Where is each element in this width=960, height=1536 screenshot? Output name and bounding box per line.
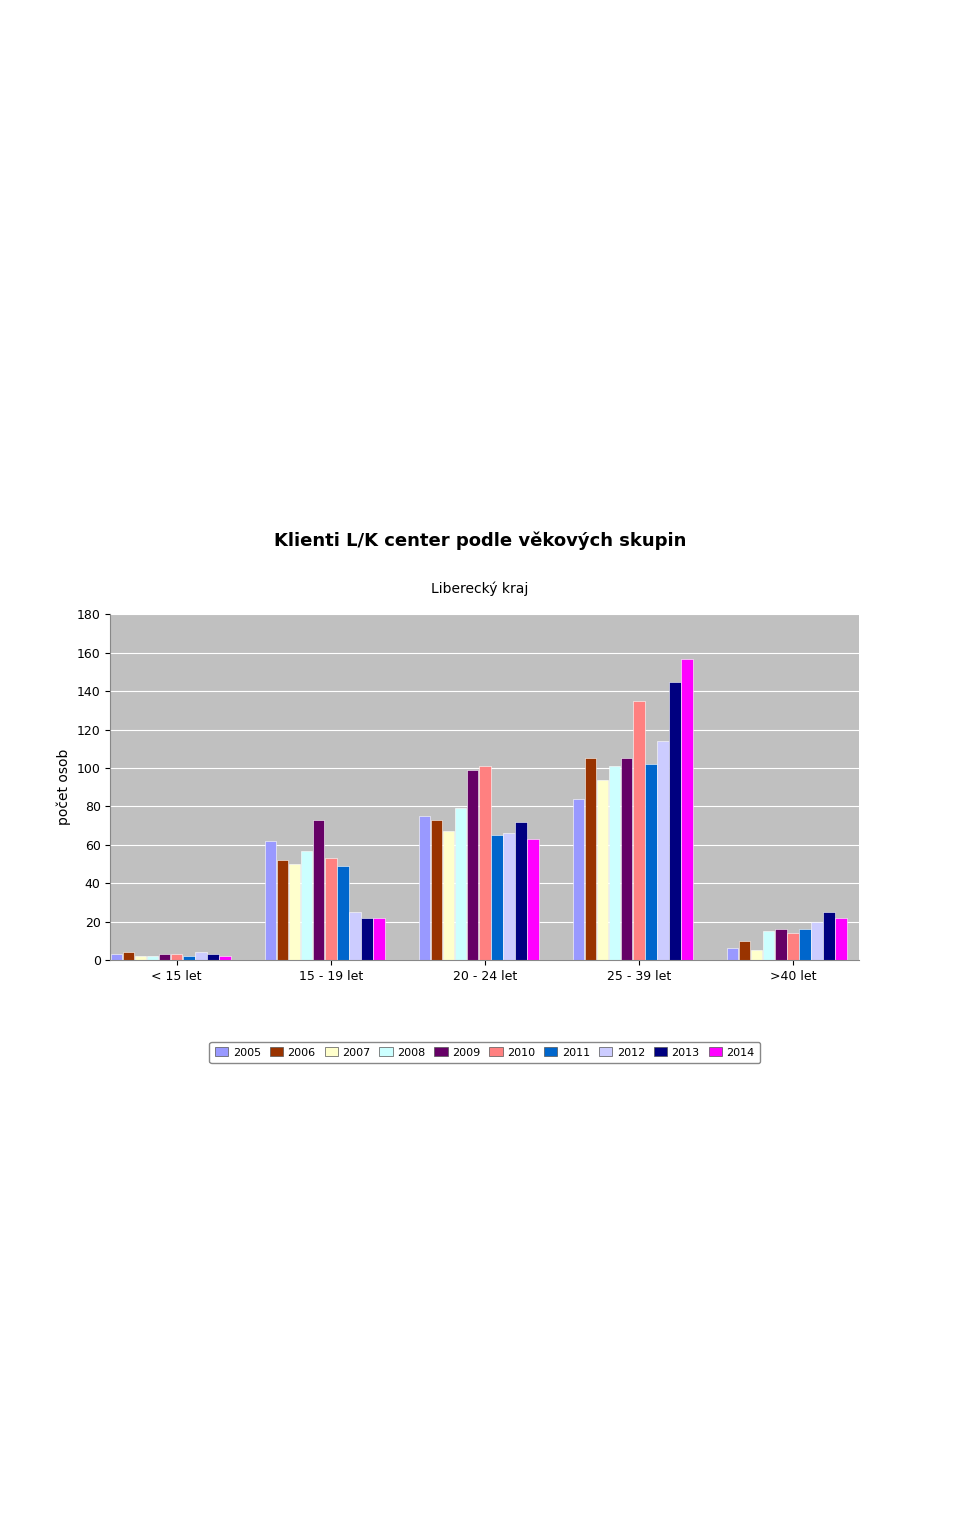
- Bar: [431, 820, 443, 960]
- Bar: [479, 766, 491, 960]
- Legend: 2005, 2006, 2007, 2008, 2009, 2010, 2011, 2012, 2013, 2014: 2005, 2006, 2007, 2008, 2009, 2010, 2011…: [209, 1041, 760, 1063]
- Bar: [325, 859, 337, 960]
- Bar: [763, 931, 775, 960]
- Bar: [171, 954, 182, 960]
- Text: Liberecký kraj: Liberecký kraj: [431, 582, 529, 596]
- Bar: [609, 766, 620, 960]
- Bar: [265, 842, 276, 960]
- Bar: [337, 866, 348, 960]
- Bar: [455, 808, 467, 960]
- Bar: [159, 954, 171, 960]
- Bar: [658, 742, 669, 960]
- Bar: [300, 851, 312, 960]
- Bar: [361, 919, 372, 960]
- Bar: [835, 919, 847, 960]
- Bar: [527, 839, 539, 960]
- Bar: [739, 940, 751, 960]
- Bar: [123, 952, 134, 960]
- Bar: [669, 682, 681, 960]
- Bar: [682, 659, 693, 960]
- Bar: [775, 929, 786, 960]
- Bar: [195, 952, 206, 960]
- Bar: [811, 922, 823, 960]
- Bar: [276, 860, 288, 960]
- Bar: [645, 765, 657, 960]
- Bar: [443, 831, 454, 960]
- Bar: [313, 820, 324, 960]
- Bar: [110, 954, 122, 960]
- Bar: [573, 799, 585, 960]
- Bar: [597, 780, 609, 960]
- Bar: [207, 954, 219, 960]
- Bar: [727, 949, 738, 960]
- Bar: [751, 951, 762, 960]
- Bar: [373, 919, 385, 960]
- Bar: [289, 863, 300, 960]
- Bar: [799, 929, 810, 960]
- Bar: [516, 822, 527, 960]
- Text: Klienti L/K center podle věkových skupin: Klienti L/K center podle věkových skupin: [274, 531, 686, 550]
- Bar: [621, 759, 633, 960]
- Bar: [585, 759, 596, 960]
- Bar: [219, 955, 230, 960]
- Bar: [419, 816, 430, 960]
- Bar: [824, 912, 835, 960]
- Bar: [134, 955, 146, 960]
- Bar: [492, 836, 503, 960]
- Bar: [503, 833, 515, 960]
- Bar: [467, 770, 478, 960]
- Bar: [349, 912, 361, 960]
- Bar: [147, 955, 158, 960]
- Y-axis label: počet osob: počet osob: [57, 750, 71, 825]
- Bar: [633, 700, 644, 960]
- Bar: [787, 934, 799, 960]
- Bar: [183, 955, 195, 960]
